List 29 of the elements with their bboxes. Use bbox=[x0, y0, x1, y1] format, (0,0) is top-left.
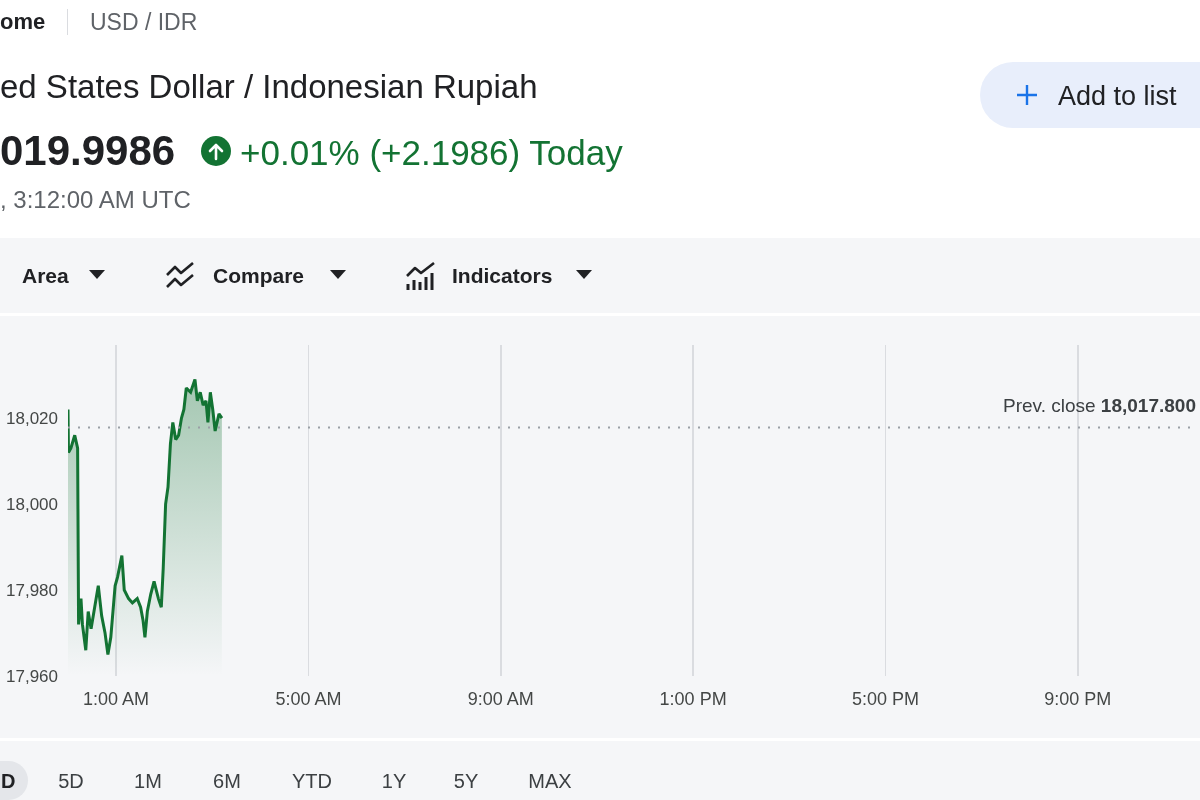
x-tick-label: 5:00 AM bbox=[275, 689, 342, 709]
x-tick-label: 9:00 PM bbox=[1044, 689, 1112, 709]
y-tick-label: 18,000 bbox=[6, 495, 58, 514]
text: 019.9986 bbox=[0, 127, 176, 174]
text: ome bbox=[0, 9, 46, 34]
text: D bbox=[1, 770, 16, 792]
text: Indicators bbox=[452, 263, 553, 287]
y-tick-label: 17,960 bbox=[6, 666, 58, 686]
x-tick-label: 9:00 AM bbox=[467, 689, 534, 709]
text: 6M bbox=[213, 770, 241, 792]
text: Area bbox=[22, 263, 69, 287]
text: MAX bbox=[528, 770, 572, 792]
y-tick-label: 17,980 bbox=[6, 580, 58, 600]
text: , 3:12:00 AM UTC bbox=[0, 186, 191, 213]
y-tick-label: 18,020 bbox=[6, 409, 58, 429]
text: 5Y bbox=[453, 770, 479, 792]
x-tick-label: 1:00 PM bbox=[659, 689, 727, 709]
x-tick-label: 5:00 PM bbox=[851, 689, 919, 709]
text: +0.01% (+2.1986) Today bbox=[240, 132, 623, 172]
text: Add to list bbox=[1058, 80, 1177, 111]
text: 1Y bbox=[381, 770, 407, 792]
text: USD / IDR bbox=[90, 8, 198, 35]
text: YTD bbox=[292, 770, 332, 792]
text: 1M bbox=[134, 770, 162, 792]
chart-title: ed States Dollar / Indonesian Rupiah bbox=[0, 67, 538, 105]
x-tick-label: 1:00 AM bbox=[83, 689, 150, 709]
text: 5D bbox=[58, 770, 84, 792]
text: Compare bbox=[213, 263, 305, 287]
ref-line-label: Prev. close 18,017.800 bbox=[1003, 395, 1196, 416]
